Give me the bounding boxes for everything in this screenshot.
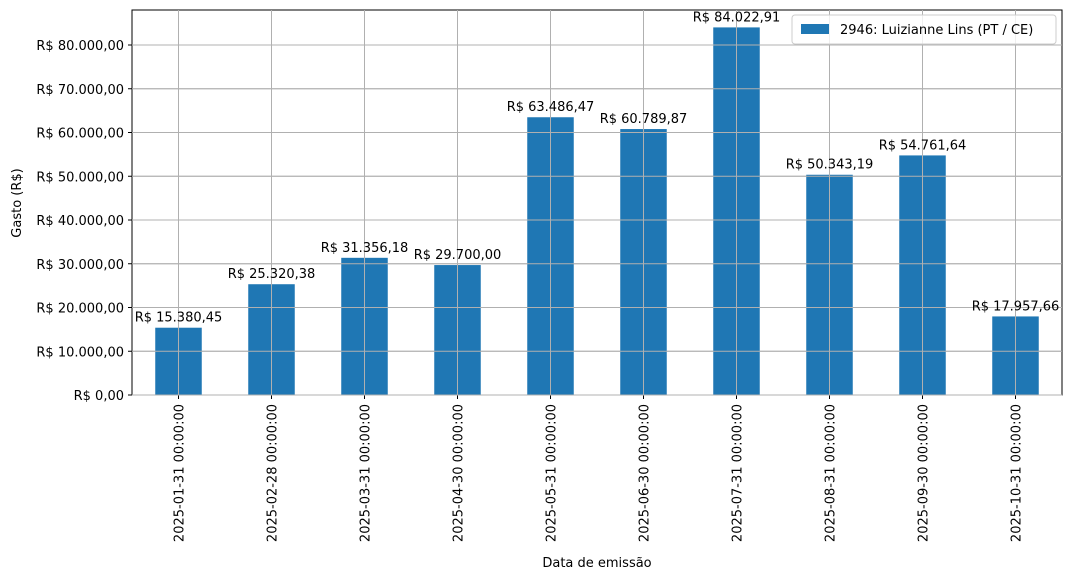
- bar-value-label: R$ 50.343,19: [786, 158, 874, 173]
- legend-box: [791, 14, 1057, 45]
- y-tick-label: R$ 60.000,00: [36, 127, 124, 142]
- x-axis-label: Data de emissão: [542, 556, 651, 571]
- y-axis-label: Gasto (R$): [10, 168, 25, 237]
- bar-value-label: R$ 31.356,18: [321, 241, 409, 256]
- bar-value-label: R$ 25.320,38: [228, 267, 316, 282]
- y-axis-ticks: R$ 0,00 R$ 10.000,00 R$ 20.000,00 R$ 30.000…: [36, 39, 132, 404]
- x-tick-label: 2025-08-31 00:00:00: [824, 404, 839, 542]
- y-tick-label: R$ 70.000,00: [36, 83, 124, 98]
- bar-value-label: R$ 54.761,64: [879, 138, 967, 153]
- bar-value-labels: R$ 15.380,45 R$ 25.320,38 R$ 31.356,18 R$ 2…: [132, 10, 1062, 396]
- bar-value-label: R$ 84.022,91: [693, 10, 781, 25]
- legend-swatch: [801, 24, 829, 34]
- x-tick-label: 2025-02-28 00:00:00: [266, 404, 281, 542]
- x-tick-label: 2025-05-31 00:00:00: [545, 404, 560, 542]
- bar-value-label: R$ 29.700,00: [414, 248, 502, 263]
- y-tick-label: R$ 30.000,00: [36, 258, 124, 273]
- legend-label: 2946: Luizianne Lins (PT / CE): [840, 23, 1033, 38]
- x-tick-label: 2025-07-31 00:00:00: [731, 404, 746, 542]
- y-tick-label: R$ 40.000,00: [36, 214, 124, 229]
- x-tick-label: 2025-01-31 00:00:00: [173, 404, 188, 542]
- x-axis-ticks: 2025-01-31 00:00:00 2025-02-28 00:00:00 20…: [173, 395, 1025, 542]
- y-tick-label: R$ 10.000,00: [36, 345, 124, 360]
- bar-value-label: R$ 15.380,45: [135, 311, 223, 326]
- y-tick-label: R$ 80.000,00: [36, 39, 124, 54]
- y-tick-label: R$ 0,00: [74, 389, 124, 404]
- legend: 2946: Luizianne Lins (PT / CE): [791, 14, 1057, 45]
- bar-value-label: R$ 63.486,47: [507, 100, 595, 115]
- bar-value-label: R$ 60.789,87: [600, 112, 688, 127]
- x-tick-label: 2025-10-31 00:00:00: [1010, 404, 1025, 542]
- bar-value-label: R$ 17.957,66: [972, 299, 1060, 314]
- x-tick-label: 2025-03-31 00:00:00: [359, 404, 374, 542]
- x-tick-label: 2025-04-30 00:00:00: [452, 404, 467, 542]
- x-tick-label: 2025-06-30 00:00:00: [638, 404, 653, 542]
- y-tick-label: R$ 50.000,00: [36, 170, 124, 185]
- x-tick-label: 2025-09-30 00:00:00: [917, 404, 932, 542]
- bars: [155, 27, 1039, 395]
- y-tick-label: R$ 20.000,00: [36, 302, 124, 317]
